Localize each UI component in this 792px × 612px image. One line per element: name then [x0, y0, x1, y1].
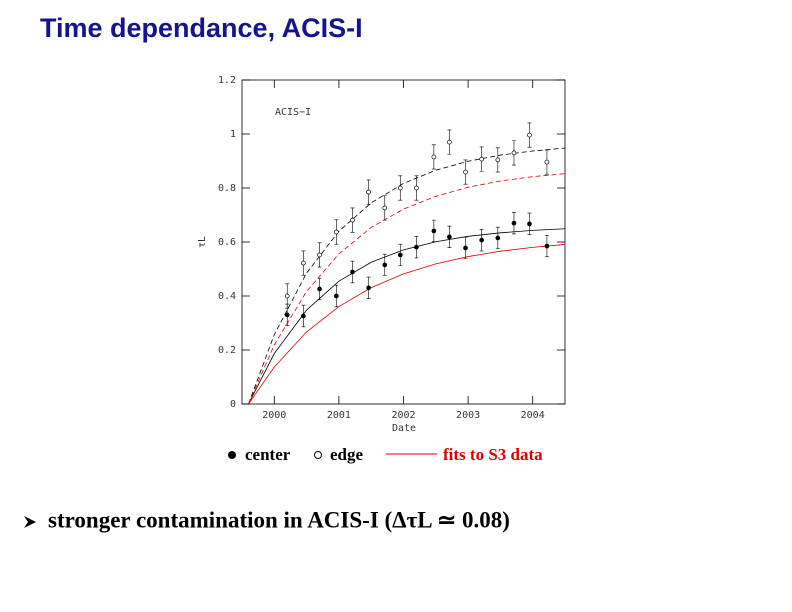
legend-label: edge: [330, 445, 364, 464]
x-tick-label: 2003: [456, 410, 480, 421]
legend-label: fits to S3 data: [443, 445, 543, 464]
data-point: [350, 217, 355, 223]
legend-label: center: [245, 445, 291, 464]
slide-title: Time dependance, ACIS-I: [40, 13, 363, 43]
bullet-arrow: [24, 516, 36, 528]
data-point: [495, 235, 501, 241]
data-point: [397, 185, 403, 191]
data-point: [527, 221, 532, 227]
data-point: [350, 269, 355, 275]
data-point: [382, 205, 388, 211]
y-tick-label: 0.8: [218, 183, 236, 194]
x-tick-label: 2001: [327, 410, 351, 421]
plot-frame: [241, 79, 566, 405]
plot-annotation: ACIS−I: [275, 107, 311, 118]
data-point: [431, 154, 437, 160]
data-point: [366, 285, 371, 291]
data-point: [479, 156, 485, 162]
data-point: [397, 252, 403, 258]
data-point: [301, 260, 306, 266]
x-tick-label: 2002: [391, 410, 415, 421]
data-point: [495, 157, 501, 163]
data-point: [511, 150, 517, 156]
data-point: [333, 293, 339, 299]
data-point: [366, 189, 371, 195]
data-point: [284, 312, 290, 318]
y-tick-label: 0.2: [218, 345, 236, 356]
data-point: [284, 293, 290, 299]
data-point: [544, 243, 550, 249]
y-tick-label: 1: [230, 129, 236, 140]
data-point: [382, 262, 388, 268]
y-axis-label: τL: [197, 236, 208, 248]
data-point: [431, 228, 437, 234]
data-point: [317, 252, 322, 258]
data-point: [544, 159, 550, 165]
y-tick-label: 0: [230, 399, 236, 410]
data-point: [463, 169, 468, 175]
x-tick-label: 2004: [521, 410, 545, 421]
y-tick-label: 0.6: [218, 237, 236, 248]
bullet-text: stronger contamination in ACIS-I (ΔτL ≃ …: [48, 507, 510, 532]
data-point: [463, 245, 468, 251]
data-point: [527, 132, 532, 138]
fit-line: [248, 228, 566, 405]
data-point: [447, 139, 452, 145]
data-point: [511, 220, 517, 226]
data-point: [317, 286, 322, 292]
data-point: [301, 313, 306, 319]
data-point: [333, 229, 339, 235]
data-point: [414, 244, 419, 250]
data-point: [447, 234, 452, 240]
legend-marker: [228, 451, 236, 459]
legend-marker: [314, 451, 322, 459]
x-tick-label: 2000: [262, 410, 286, 421]
fit-line: [248, 147, 566, 405]
x-axis-label: Date: [392, 423, 416, 434]
fit-line: [248, 173, 566, 405]
y-tick-label: 0.4: [218, 291, 236, 302]
data-point: [479, 237, 485, 243]
y-tick-label: 1.2: [218, 75, 236, 86]
data-point: [414, 185, 419, 191]
fit-line: [248, 244, 566, 405]
